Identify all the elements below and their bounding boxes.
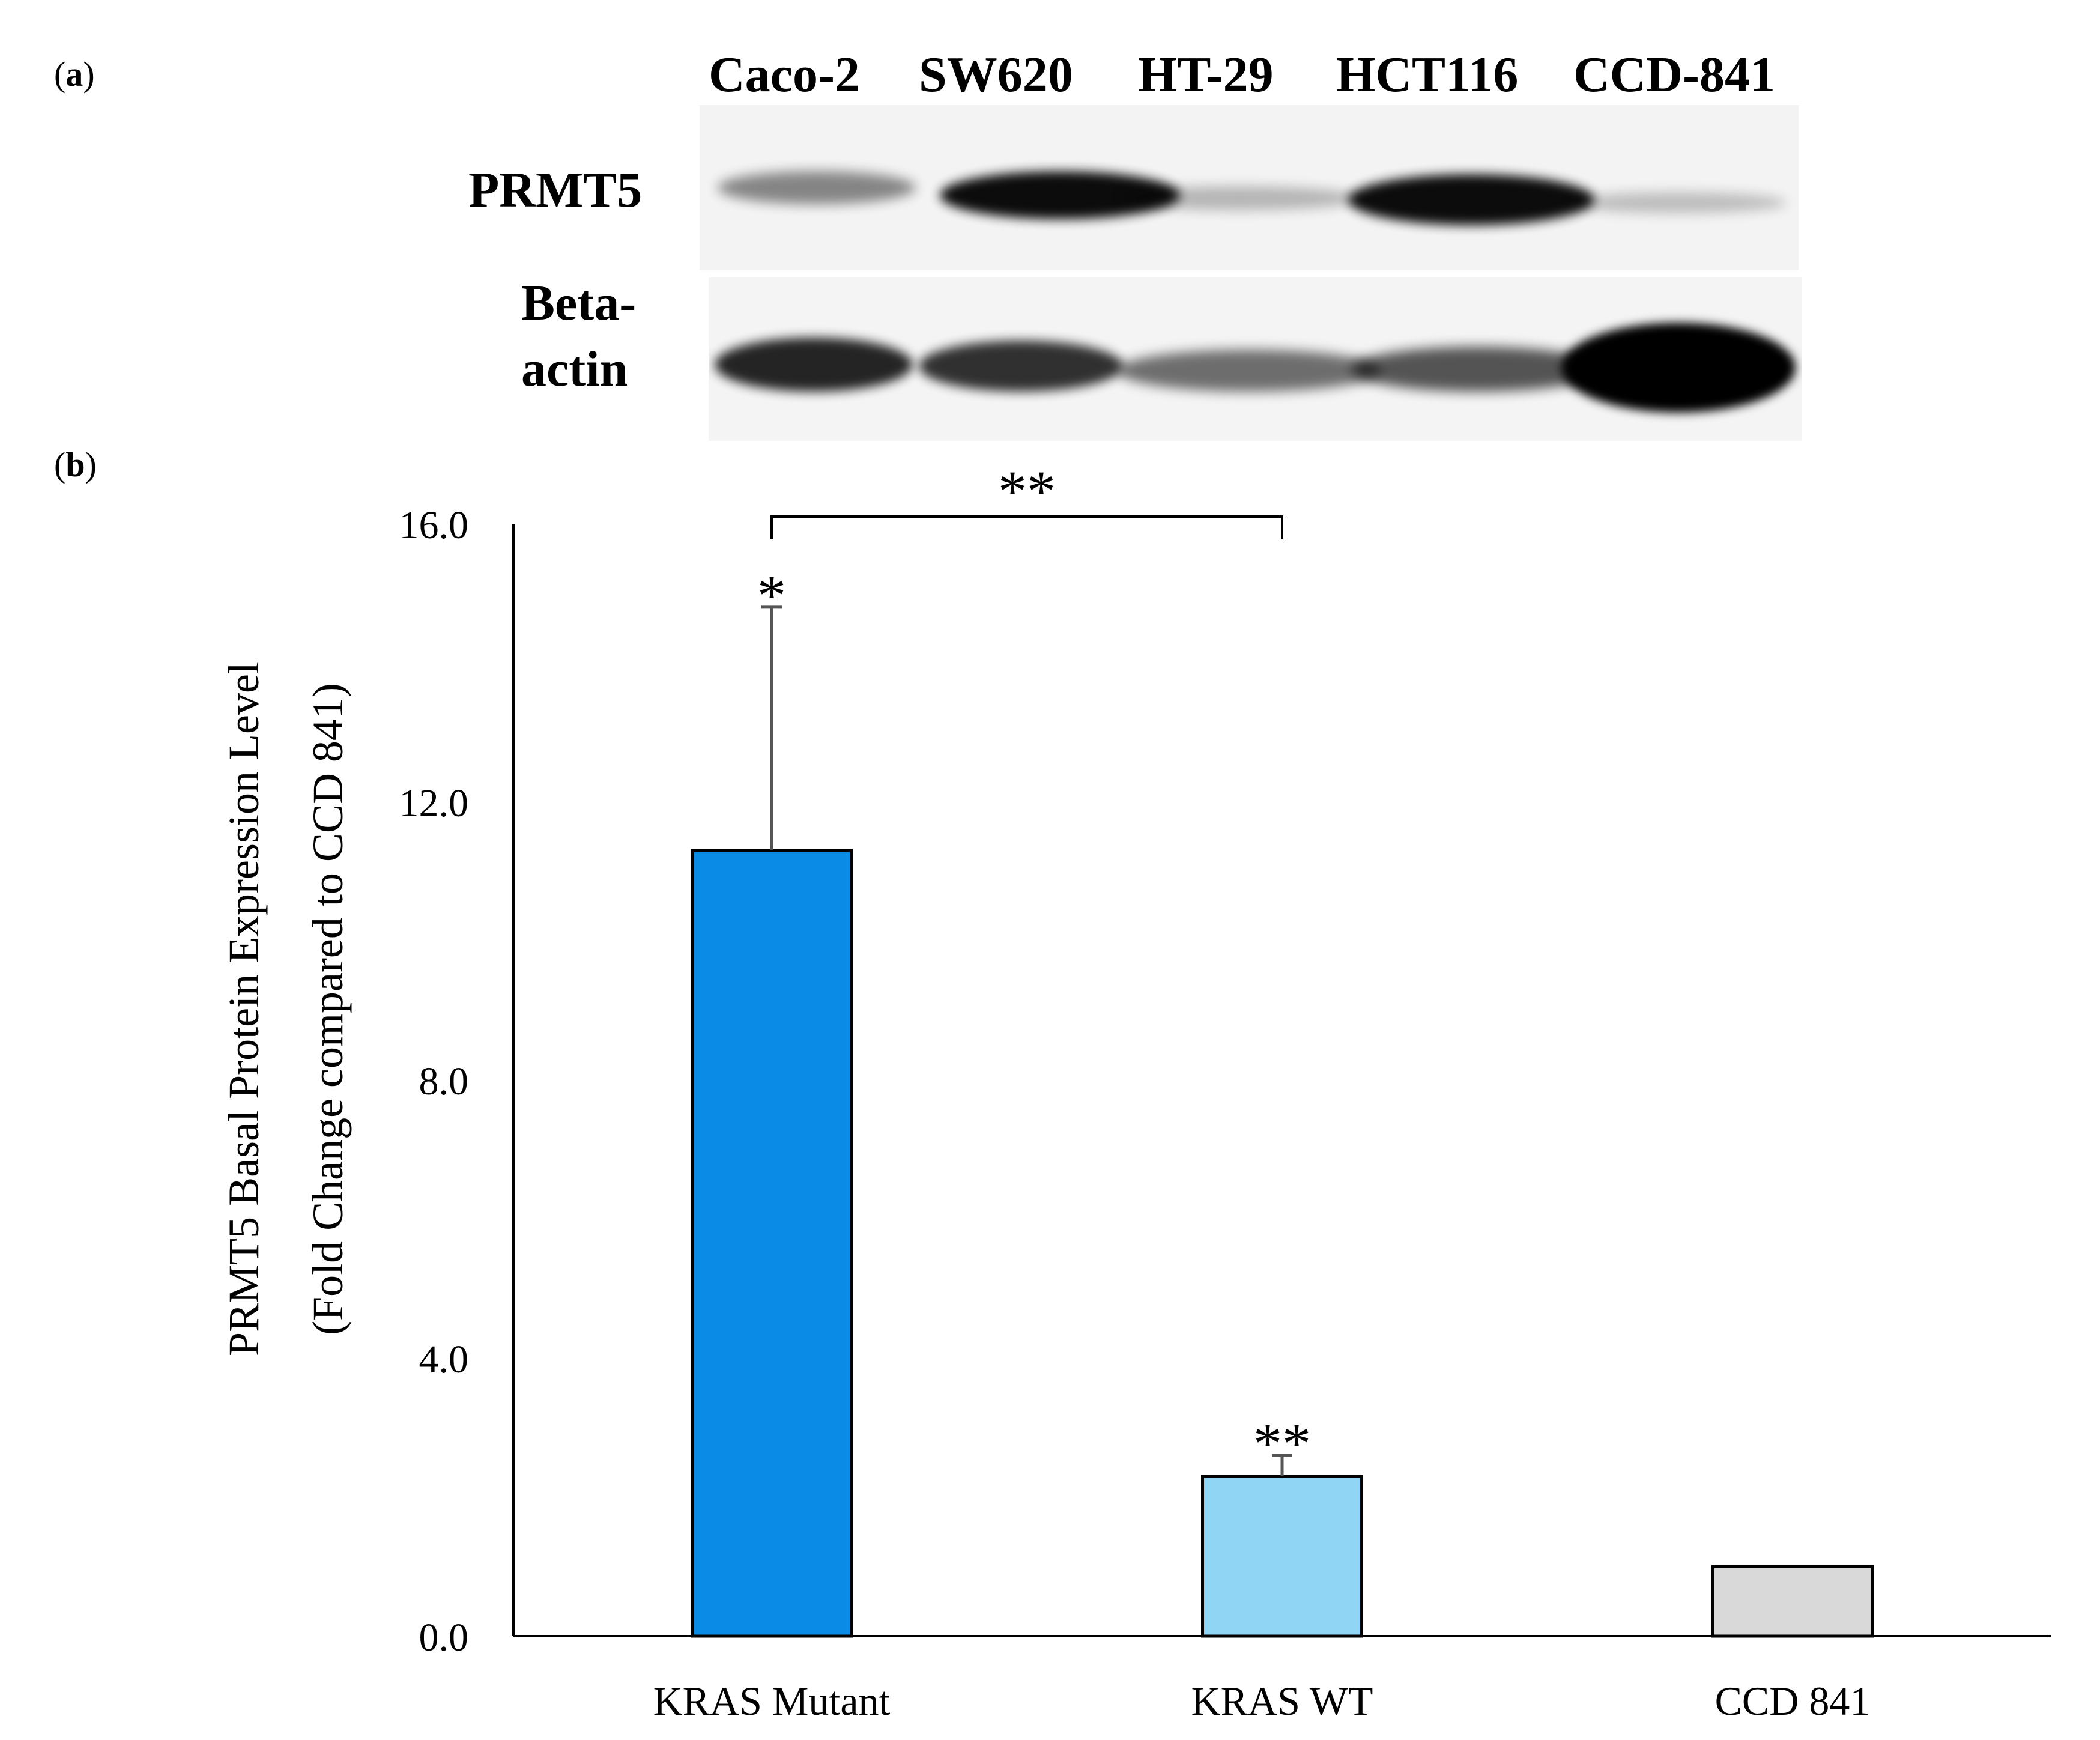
x-tick-label-kras-mutant: KRAS Mutant bbox=[653, 1678, 891, 1724]
bar-ccd-841 bbox=[1711, 1565, 1874, 1638]
significance-bracket bbox=[770, 515, 1283, 539]
lane-label-ccd841: CCD-841 bbox=[1573, 47, 1775, 103]
bar-kras-mutant bbox=[691, 849, 853, 1638]
band-actin-ccd841 bbox=[1561, 323, 1796, 413]
lane-label-caco2: Caco-2 bbox=[709, 47, 860, 103]
y-tick-label-16-0: 16.0 bbox=[399, 503, 469, 547]
band-prmt5-hct116 bbox=[1348, 174, 1594, 225]
y-tick-label-12-0: 12.0 bbox=[399, 781, 469, 825]
y-tick-label-0-0: 0.0 bbox=[419, 1616, 469, 1660]
lane-label-hct116: HCT116 bbox=[1336, 47, 1519, 103]
significance-marker-kras-mutant: * bbox=[757, 563, 786, 628]
lane-label-ht29: HT-29 bbox=[1138, 47, 1274, 103]
panel-a-label: (a) bbox=[54, 55, 95, 94]
bar-kras-wt bbox=[1201, 1475, 1363, 1638]
band-prmt5-ccd841 bbox=[1570, 192, 1787, 213]
panel-b-label: (b) bbox=[54, 445, 97, 484]
row-label-prmt5: PRMT5 bbox=[468, 162, 643, 218]
band-prmt5-ht29 bbox=[1120, 186, 1360, 210]
band-prmt5-sw620 bbox=[940, 171, 1180, 219]
band-prmt5-caco2 bbox=[718, 171, 916, 204]
y-axis-label-line1: PRMT5 Basal Protein Expression Level bbox=[220, 662, 268, 1356]
plot-area: 0.0 4.0 8.0 12.0 16.0 * KRAS Mutant ** KRAS WT CC… bbox=[399, 459, 2051, 1724]
western-blot-beta-actin bbox=[709, 277, 1802, 441]
y-axis-label-line2: (Fold Change compared to CCD 841) bbox=[304, 683, 352, 1335]
x-tick-label-ccd-841: CCD 841 bbox=[1715, 1678, 1871, 1724]
band-actin-caco2 bbox=[715, 338, 913, 392]
band-actin-sw620 bbox=[919, 341, 1123, 392]
lane-label-sw620: SW620 bbox=[919, 47, 1073, 103]
y-tick-label-4-0: 4.0 bbox=[419, 1338, 469, 1381]
row-label-actin: actin bbox=[521, 341, 628, 397]
x-tick-label-kras-wt: KRAS WT bbox=[1191, 1678, 1373, 1724]
y-axis-title: PRMT5 Basal Protein Expression Level (Fo… bbox=[220, 662, 352, 1356]
significance-marker-kras-wt: ** bbox=[1253, 1411, 1311, 1476]
band-actin-ht29 bbox=[1117, 350, 1381, 392]
significance-bracket-label: ** bbox=[998, 459, 1056, 523]
western-blot-prmt5 bbox=[700, 105, 1799, 270]
y-tick-label-8-0: 8.0 bbox=[419, 1059, 469, 1103]
row-label-beta: Beta- bbox=[521, 275, 637, 331]
